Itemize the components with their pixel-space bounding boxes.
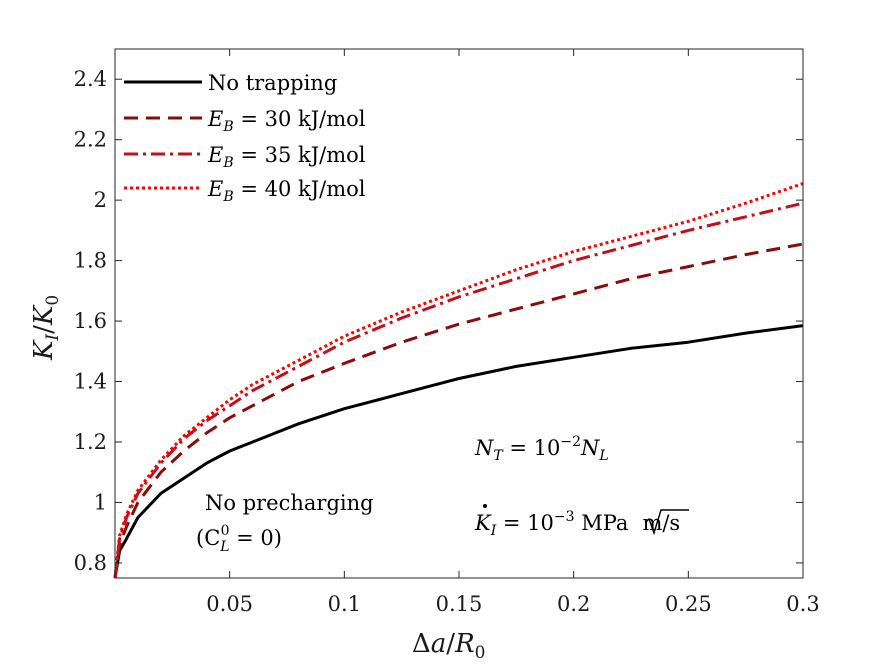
y-tick-label: 1	[94, 490, 107, 514]
annotation-cl0: (CL0 = 0)	[196, 523, 282, 555]
y-tick-label: 0.8	[74, 551, 107, 575]
legend-label-eb35: EB = 35 kJ/mol	[207, 143, 366, 171]
legend-label-eb30: EB = 30 kJ/mol	[207, 107, 366, 135]
x-tick-label: 0.2	[557, 592, 590, 616]
plot-frame	[114, 48, 804, 579]
series-line-2	[113, 201, 804, 579]
x-tick-label: 0.15	[436, 592, 483, 616]
legend: No trapping EB = 30 kJ/mol EB = 35 kJ/mo…	[124, 71, 366, 205]
annotation-nt: NT = 10−2NL	[474, 434, 609, 464]
x-tick-label: 0.05	[206, 592, 253, 616]
y-tick-label: 1.4	[74, 370, 107, 394]
y-tick-label: 1.2	[74, 430, 107, 454]
y-tick-label: 2.4	[74, 67, 107, 91]
series-line-1	[113, 242, 804, 579]
annotation-kdot: KI = 10−3 MPa m/s	[474, 509, 680, 539]
y-tick-label: 1.6	[74, 309, 107, 333]
annotation-no-precharging: No precharging	[205, 491, 374, 515]
series-line-3	[113, 182, 804, 579]
y-tick-label: 1.8	[74, 249, 107, 273]
y-axis-label: KI/K0	[29, 295, 63, 361]
x-tick-label: 0.3	[786, 592, 819, 616]
y-tick-label: 2.2	[74, 128, 107, 152]
annotations: NT = 10−2NL KI = 10−3 MPa m/s No precharg…	[196, 434, 689, 555]
x-tick-label: 0.25	[665, 592, 712, 616]
y-tick-label: 2	[94, 188, 107, 212]
kdot-dot	[483, 504, 487, 508]
legend-label-no-trapping: No trapping	[208, 71, 337, 95]
sqrt-sign	[644, 509, 689, 536]
x-tick-label: 0.1	[328, 592, 361, 616]
series-line-0	[113, 324, 804, 579]
x-axis-label: Δa/R0	[412, 629, 485, 663]
ticks: 0.05 0.1 0.15 0.2 0.25 0.3 0.8 1 1.2 1.4 1.6 1.8 2 2.…	[74, 49, 820, 616]
series-lines	[113, 182, 804, 579]
legend-label-eb40: EB = 40 kJ/mol	[207, 177, 366, 205]
